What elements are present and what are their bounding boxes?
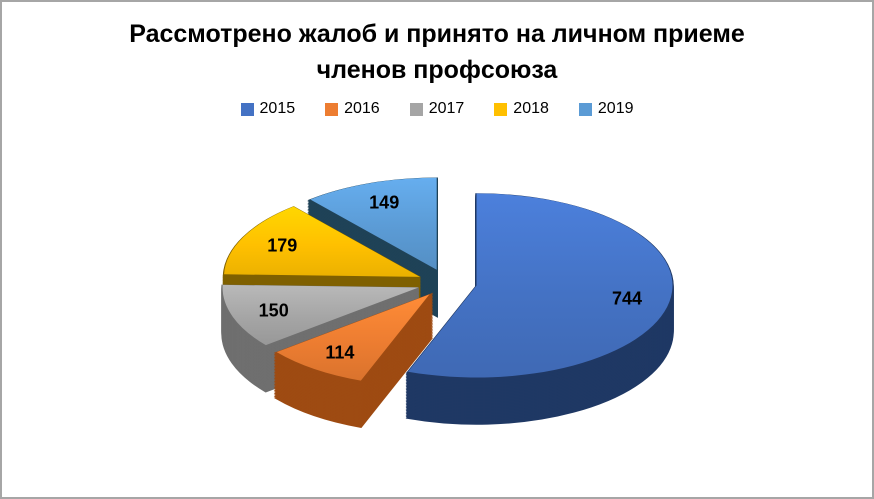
data-label-2019: 149	[369, 192, 399, 212]
legend-swatch-2016	[325, 102, 339, 116]
pie-chart-canvas: 744 114 150 179 149	[221, 177, 674, 428]
chart-title: Рассмотрено жалоб и принято на личном пр…	[129, 20, 745, 84]
legend-item-2019: 2019	[578, 100, 634, 118]
data-label-2017: 150	[259, 300, 289, 320]
data-label-2015: 744	[612, 288, 642, 308]
legend-label-2019: 2019	[597, 100, 634, 117]
legend-swatch-2018	[494, 102, 508, 116]
legend-swatch-2015	[240, 102, 254, 116]
legend-label-2016: 2016	[344, 100, 380, 117]
legend-swatch-2017	[409, 102, 423, 116]
legend-item-2017: 2017	[409, 100, 465, 118]
legend-label-2015: 2015	[259, 100, 296, 117]
chart-legend: 2015 2016 2017 2018 2019	[2, 100, 872, 118]
legend-label-2017: 2017	[428, 100, 465, 117]
pie-slice-2016	[273, 292, 434, 428]
legend-label-2018: 2018	[513, 100, 549, 117]
legend-item-2015: 2015	[240, 100, 296, 118]
legend-item-2016: 2016	[325, 100, 380, 118]
legend-item-2018: 2018	[494, 100, 549, 118]
data-label-2018: 179	[267, 236, 297, 256]
pie-slice-2015	[405, 193, 674, 425]
legend-swatch-2019	[578, 102, 592, 116]
data-label-2016: 114	[325, 343, 354, 363]
